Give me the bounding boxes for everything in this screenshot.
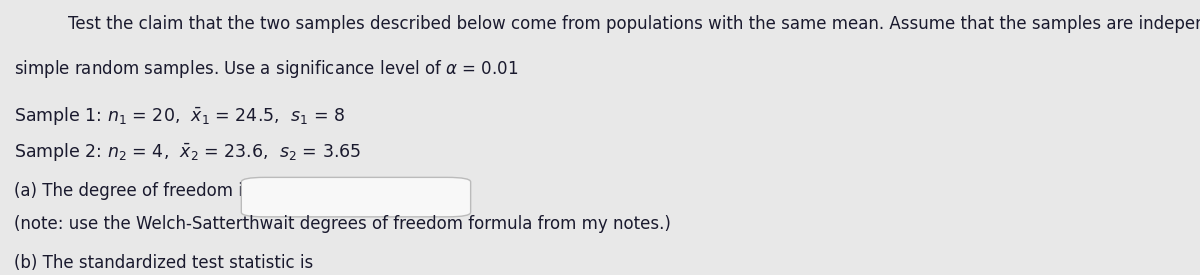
Text: Test the claim that the two samples described below come from populations with t: Test the claim that the two samples desc… — [68, 15, 1200, 33]
Text: (a) The degree of freedom is: (a) The degree of freedom is — [14, 182, 252, 200]
Text: (note: use the Welch-Satterthwait degrees of freedom formula from my notes.): (note: use the Welch-Satterthwait degree… — [14, 214, 671, 233]
Text: Sample 2: $n_2$ = 4,  $\bar{x}_2$ = 23.6,  $s_2$ = 3.65: Sample 2: $n_2$ = 4, $\bar{x}_2$ = 23.6,… — [14, 141, 361, 163]
FancyBboxPatch shape — [241, 177, 470, 217]
Text: Sample 1: $n_1$ = 20,  $\bar{x}_1$ = 24.5,  $s_1$ = 8: Sample 1: $n_1$ = 20, $\bar{x}_1$ = 24.5… — [14, 105, 346, 127]
Text: simple random samples. Use a significance level of $\alpha$ = 0.01: simple random samples. Use a significanc… — [14, 58, 518, 80]
FancyBboxPatch shape — [269, 249, 498, 275]
Text: (b) The standardized test statistic is: (b) The standardized test statistic is — [14, 254, 313, 272]
